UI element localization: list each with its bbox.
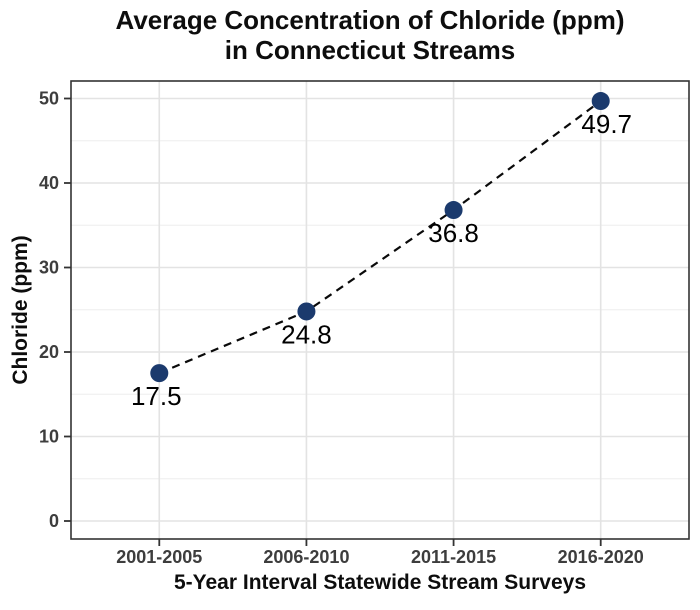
data-point [150,364,169,383]
data-point-label: 49.7 [581,109,632,139]
y-tick-label: 50 [39,89,59,109]
y-tick-label: 40 [39,173,59,193]
data-point-label: 36.8 [428,218,479,248]
data-point [444,201,463,220]
y-tick-label: 0 [49,511,59,531]
y-tick-label: 20 [39,342,59,362]
x-axis-title: 5-Year Interval Statewide Stream Surveys [173,571,587,594]
data-point-label: 24.8 [281,319,332,349]
chart-title: Average Concentration of Chloride (ppm) … [40,5,700,65]
x-tick-label: 2001-2005 [116,547,202,567]
y-tick-label: 10 [39,427,59,447]
data-point [591,92,610,111]
x-tick-label: 2016-2020 [558,547,644,567]
chart-title-line2: in Connecticut Streams [224,35,516,65]
x-tick-label: 2006-2010 [263,547,349,567]
y-axis-title: Chloride (ppm) [9,235,32,385]
data-point [297,302,316,321]
x-tick-label: 2011-2015 [411,547,496,567]
chart-title-line1: Average Concentration of Chloride (ppm) [115,5,625,35]
panel-border [70,80,690,540]
data-point-label: 17.5 [131,381,182,411]
y-tick-label: 30 [39,258,59,278]
